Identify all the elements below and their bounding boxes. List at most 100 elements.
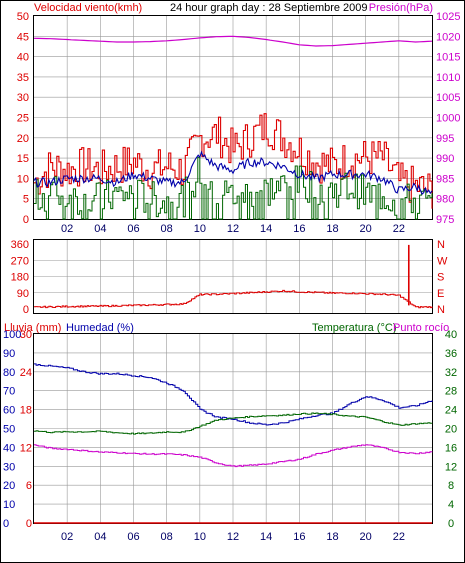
- wind-speed-axis-title: Velocidad viento(kmh): [34, 2, 142, 14]
- temperature-tick-label: 0: [448, 518, 454, 530]
- humidity-tick-label: 60: [3, 405, 15, 417]
- pressure-tick-label: 990: [436, 153, 454, 165]
- temperature-tick-label: 24: [445, 405, 457, 417]
- temperature-tick-label: 28: [445, 386, 457, 398]
- pressure-tick-label: 980: [436, 194, 454, 206]
- time-tick-label: 16: [293, 531, 305, 543]
- wind-speed-tick-label: 45: [17, 31, 29, 43]
- time-tick-label: 22: [393, 531, 405, 543]
- humidity-tick-label: 10: [3, 499, 15, 511]
- humidity-tick-label: 90: [3, 348, 15, 360]
- wind-direction-tick-label: 360: [11, 239, 29, 251]
- average-wind-series-line: [33, 150, 433, 196]
- pressure-tick-label: 1025: [436, 11, 460, 23]
- temperature-series-line: [34, 412, 433, 435]
- humidity-temperature-series: [34, 363, 433, 524]
- wind-direction-tick-label: 90: [17, 288, 29, 300]
- temperature-tick-label: 32: [445, 367, 457, 379]
- wind-speed-tick-label: 20: [17, 133, 29, 145]
- humidity-tick-label: 20: [3, 480, 15, 492]
- compass-tick-label: W: [437, 255, 448, 267]
- rain-tick-label: 18: [20, 405, 32, 417]
- time-tick-label: 06: [127, 223, 139, 235]
- dew-point-axis-title: Punto rocío: [393, 322, 449, 334]
- temperature-axis-title: Temperatura (°C): [312, 322, 396, 334]
- time-tick-label: 14: [260, 223, 272, 235]
- rain-tick-label: 30: [20, 329, 32, 341]
- pressure-tick-label: 1020: [436, 31, 460, 43]
- time-tick-label: 04: [94, 531, 106, 543]
- humidity-tick-label: 70: [3, 386, 15, 398]
- time-tick-label: 22: [393, 223, 405, 235]
- wind-direction-tick-label: 0: [23, 304, 29, 316]
- wind-speed-tick-label: 50: [17, 11, 29, 23]
- wind-pressure-tick-labels: 0510152025303540455097598098599099510001…: [17, 11, 461, 235]
- humidity-tick-label: 50: [3, 424, 15, 436]
- humidity-tick-label: 40: [3, 442, 15, 454]
- time-tick-label: 20: [360, 531, 372, 543]
- time-tick-label: 10: [194, 531, 206, 543]
- compass-tick-label: N: [437, 304, 445, 316]
- compass-tick-label: E: [437, 288, 444, 300]
- time-tick-label: 02: [61, 223, 73, 235]
- humidity-temperature-tick-labels: 0102030405060708090100061218243004812162…: [3, 329, 457, 543]
- humidity-temperature-panel: 0102030405060708090100061218243004812162…: [3, 329, 457, 543]
- time-tick-label: 12: [227, 223, 239, 235]
- pressure-series-line: [33, 35, 433, 47]
- time-tick-label: 16: [293, 223, 305, 235]
- time-tick-label: 18: [326, 223, 338, 235]
- temperature-tick-label: 40: [445, 329, 457, 341]
- wind-speed-tick-label: 30: [17, 92, 29, 104]
- time-tick-label: 20: [360, 223, 372, 235]
- humidity-tick-label: 30: [3, 461, 15, 473]
- humidity-tick-label: 100: [3, 329, 21, 341]
- temperature-tick-label: 36: [445, 348, 457, 360]
- wind-speed-tick-label: 0: [23, 214, 29, 226]
- time-tick-label: 08: [161, 531, 173, 543]
- wind-speed-tick-label: 15: [17, 153, 29, 165]
- pressure-tick-label: 975: [436, 214, 454, 226]
- temperature-tick-label: 16: [445, 442, 457, 454]
- temperature-tick-label: 4: [448, 499, 454, 511]
- gust-series-line: [34, 156, 433, 220]
- humidity-axis-title: Humedad (%): [66, 322, 134, 334]
- wind-speed-tick-label: 35: [17, 72, 29, 84]
- wind-pressure-panel: 0510152025303540455097598098599099510001…: [17, 11, 461, 235]
- wind-pressure-series: [33, 35, 433, 220]
- temperature-tick-label: 8: [448, 480, 454, 492]
- pressure-tick-label: 1005: [436, 92, 460, 104]
- time-tick-label: 12: [227, 531, 239, 543]
- wind-direction-tick-label: 270: [11, 255, 29, 267]
- wind-speed-tick-label: 10: [17, 173, 29, 185]
- time-tick-label: 14: [260, 531, 272, 543]
- humidity-tick-label: 0: [3, 518, 9, 530]
- dew-point-series-line: [34, 444, 433, 468]
- compass-tick-label: S: [437, 272, 444, 284]
- pressure-tick-label: 1015: [436, 52, 460, 64]
- temperature-tick-label: 20: [445, 424, 457, 436]
- time-tick-label: 18: [326, 531, 338, 543]
- time-tick-label: 04: [94, 223, 106, 235]
- wind-direction-series: [34, 244, 433, 309]
- pressure-tick-label: 985: [436, 173, 454, 185]
- rain-tick-label: 24: [20, 367, 32, 379]
- wind-speed-tick-label: 25: [17, 113, 29, 125]
- compass-tick-label: N: [437, 239, 445, 251]
- wind-direction-tick-label: 180: [11, 272, 29, 284]
- time-tick-label: 10: [194, 223, 206, 235]
- temperature-tick-label: 12: [445, 461, 457, 473]
- time-tick-label: 06: [127, 531, 139, 543]
- rain-tick-label: 12: [20, 442, 32, 454]
- rain-axis-title: Lluvia (mm): [4, 322, 61, 334]
- wind-pressure-grid: [34, 16, 432, 219]
- wind-speed-tick-label: 40: [17, 52, 29, 64]
- pressure-tick-label: 1000: [436, 113, 460, 125]
- humidity-series-line: [34, 363, 433, 426]
- chart-title: 24 hour graph day : 28 Septiembre 2009: [170, 2, 368, 14]
- rain-tick-label: 0: [26, 518, 32, 530]
- rain-tick-label: 6: [26, 480, 32, 492]
